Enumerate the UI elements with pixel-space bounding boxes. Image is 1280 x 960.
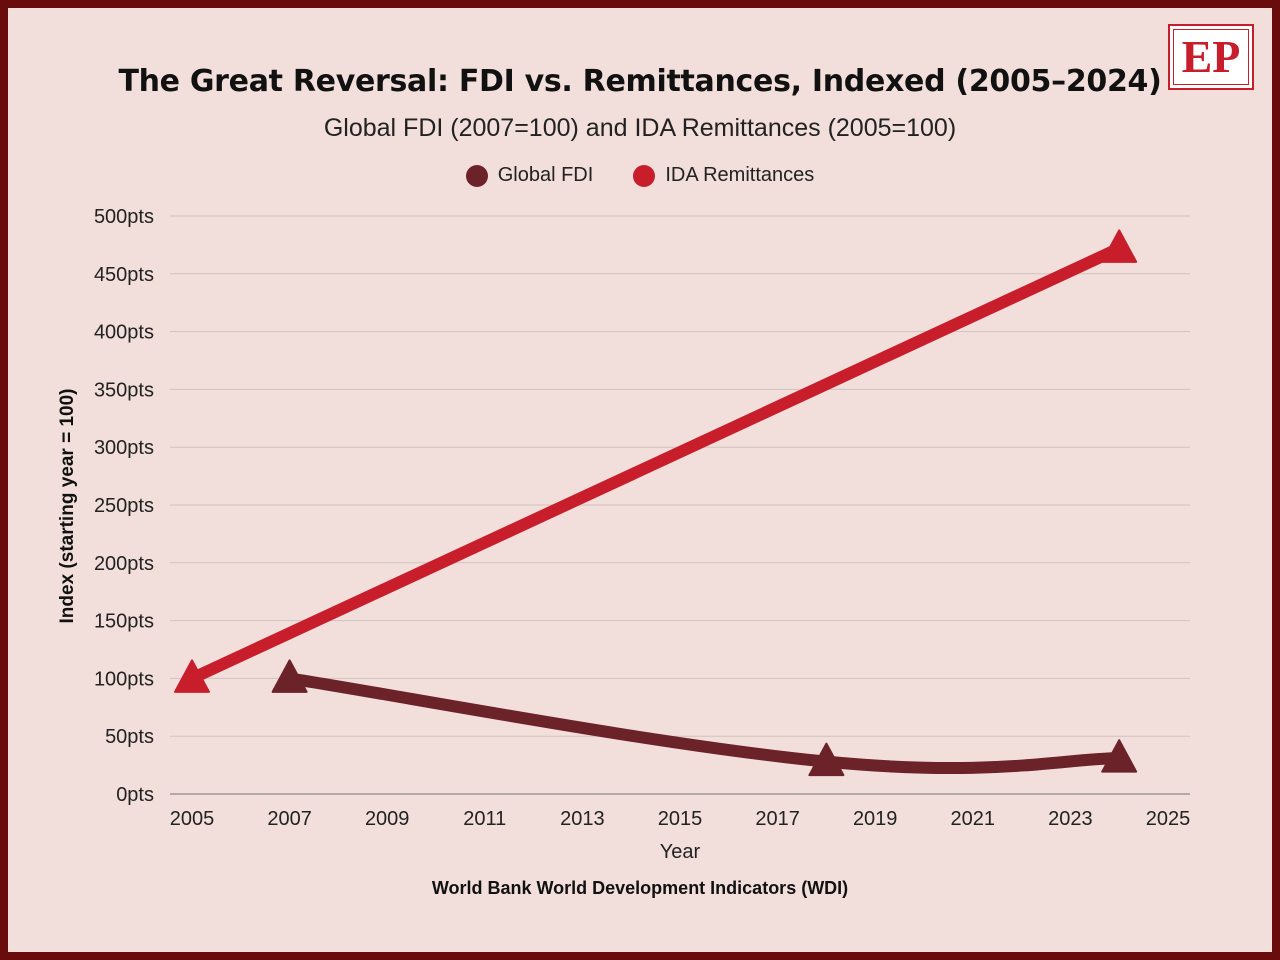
data-point-marker — [174, 659, 210, 693]
y-tick-label: 0pts — [116, 784, 154, 806]
data-point-marker — [808, 742, 845, 777]
x-tick-label: 2011 — [463, 808, 506, 830]
legend-marker-fdi — [465, 164, 488, 187]
logo-inner-border: EP — [1173, 29, 1249, 85]
x-tick-label: 2023 — [1048, 808, 1093, 830]
x-tick-label: 2007 — [267, 808, 312, 830]
legend-item-remittances: IDA Remittances — [633, 164, 814, 187]
chart-legend: Global FDI IDA Remittances — [8, 164, 1272, 187]
gridlines — [170, 215, 1190, 795]
legend-label-fdi: Global FDI — [497, 164, 594, 186]
x-tick-label: 2025 — [1146, 808, 1191, 830]
x-tick-label: 2017 — [755, 808, 800, 830]
series-lines — [174, 229, 1138, 777]
x-tick-label: 2015 — [658, 808, 703, 830]
y-tick-label: 300pts — [94, 437, 154, 459]
y-tick-label: 200pts — [94, 553, 154, 575]
y-tick-label: 500pts — [94, 206, 154, 228]
data-point-marker — [1101, 229, 1138, 263]
chart-title: The Great Reversal: FDI vs. Remittances,… — [118, 64, 1162, 99]
chart-subtitle: Global FDI (2007=100) and IDA Remittance… — [323, 114, 957, 142]
y-tick-label: 350pts — [94, 379, 154, 401]
data-point-marker — [271, 659, 308, 693]
y-tick-label: 450pts — [94, 264, 154, 286]
x-tick-label: 2019 — [853, 808, 898, 830]
data-point-marker — [1101, 739, 1138, 773]
series-line-remittances — [186, 242, 1126, 685]
axes: 0pts 50pts 100pts 150pts 200pts 250pts 300pts 3… — [94, 206, 1190, 830]
x-tick-label: 2021 — [951, 808, 996, 830]
y-tick-label: 50pts — [105, 726, 154, 748]
logo-text: EP — [1181, 31, 1241, 82]
y-tick-label: 100pts — [94, 668, 154, 690]
y-axis-title: Index (starting year = 100) — [57, 389, 78, 624]
x-tick-label: 2005 — [170, 808, 215, 830]
x-axis-title: Year — [660, 841, 701, 863]
chart-frame: The Great Reversal: FDI vs. Remittances,… — [8, 8, 1272, 952]
x-tick-label: 2009 — [365, 808, 410, 830]
legend-label-remittances: IDA Remittances — [665, 164, 815, 186]
y-tick-label: 150pts — [94, 611, 154, 633]
y-tick-label: 250pts — [94, 495, 154, 517]
y-tick-label: 400pts — [94, 322, 154, 344]
legend-item-fdi: Global FDI — [465, 164, 594, 187]
legend-marker-remittances — [633, 164, 656, 187]
source-note: World Bank World Development Indicators … — [431, 878, 849, 898]
series-line-fdi — [283, 672, 1126, 775]
x-tick-label: 2013 — [560, 808, 605, 830]
plot-area: 0pts 50pts 100pts 150pts 200pts 250pts 300pts 3… — [57, 206, 1190, 863]
ep-logo: EP — [1168, 24, 1254, 90]
